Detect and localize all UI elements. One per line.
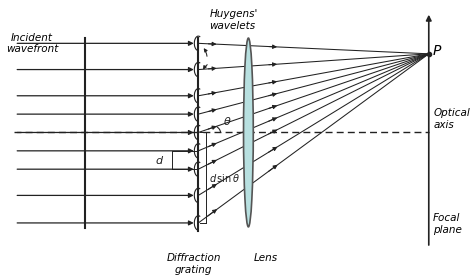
Ellipse shape [244,38,253,227]
Text: Lens: Lens [254,253,278,263]
Text: Optical
axis: Optical axis [433,108,470,130]
Text: Diffraction
grating: Diffraction grating [167,253,221,275]
Text: $\theta$: $\theta$ [223,115,231,127]
Text: $d\,\sin\theta$: $d\,\sin\theta$ [209,172,240,184]
Text: Huygens'
wavelets: Huygens' wavelets [210,9,258,31]
Text: $P$: $P$ [432,44,443,58]
Text: $d$: $d$ [155,154,164,166]
Text: Focal
plane: Focal plane [433,214,462,235]
Text: Incident
wavefront: Incident wavefront [6,33,58,54]
